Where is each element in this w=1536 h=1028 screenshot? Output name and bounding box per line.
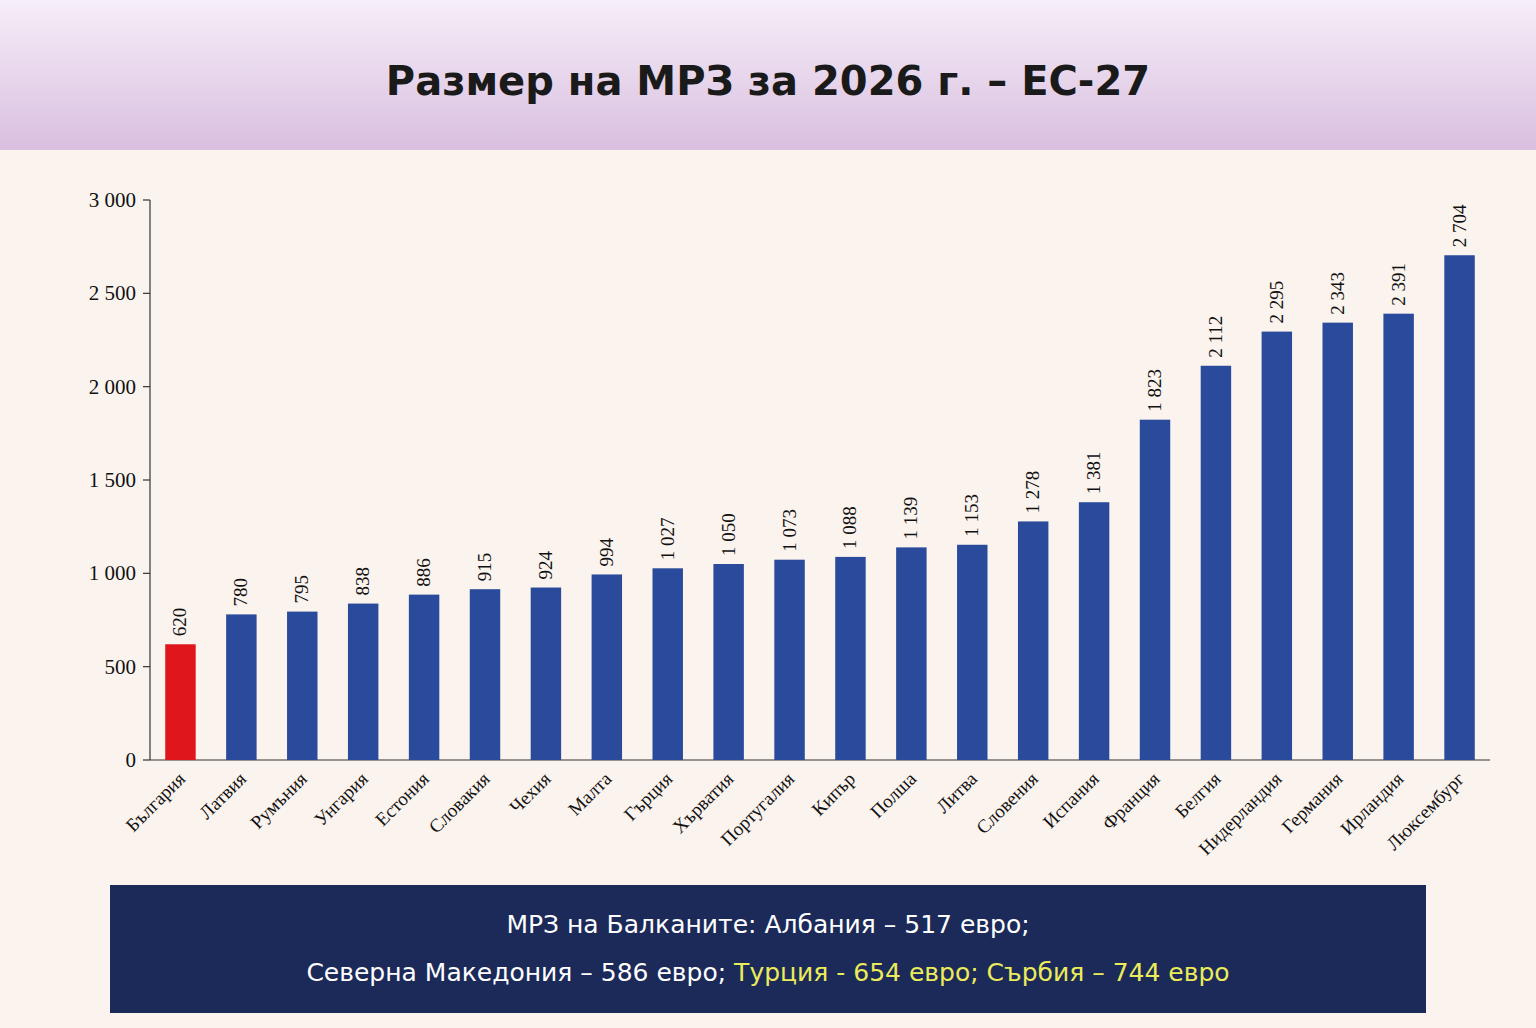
y-tick-label: 2 500 — [89, 281, 136, 305]
bar — [1383, 314, 1413, 760]
data-label: 1 073 — [779, 509, 800, 552]
category-label: Люксембург — [1382, 768, 1468, 854]
note-text: Северна Македония – 586 евро; — [306, 958, 734, 987]
category-label: Франция — [1098, 768, 1164, 834]
bar — [470, 589, 500, 760]
category-label: Полша — [866, 768, 921, 823]
bar — [1444, 255, 1474, 760]
category-label: Кипър — [807, 768, 859, 820]
data-label: 1 153 — [961, 494, 982, 537]
category-label: Румъния — [246, 768, 311, 833]
data-label: 924 — [535, 551, 556, 580]
data-label: 915 — [474, 553, 495, 582]
bar — [653, 568, 683, 760]
category-label: Белгия — [1171, 768, 1225, 822]
data-label: 886 — [413, 558, 434, 587]
title-band — [0, 0, 1536, 150]
y-tick-label: 500 — [105, 655, 137, 679]
bar — [287, 612, 317, 760]
category-label: Чехия — [505, 768, 555, 818]
category-label: Гърция — [620, 768, 677, 825]
category-label: Естония — [371, 768, 433, 830]
bar — [531, 588, 561, 760]
note-line: Северна Македония – 586 евро; Турция - 6… — [306, 958, 1229, 987]
category-label: България — [122, 768, 190, 836]
y-tick-label: 0 — [126, 748, 137, 772]
data-label: 2 704 — [1449, 204, 1470, 247]
category-label: Малта — [564, 768, 616, 820]
bar — [348, 604, 378, 760]
category-label: Нидерландия — [1194, 768, 1285, 859]
y-tick — [143, 293, 150, 294]
y-tick — [143, 479, 150, 480]
data-label: 1 278 — [1022, 471, 1043, 514]
data-label: 620 — [169, 608, 190, 637]
note-text: МРЗ на Балканите: Албания – 517 евро; — [506, 910, 1029, 939]
data-label: 1 381 — [1083, 451, 1104, 494]
note-box — [110, 885, 1426, 1013]
data-label: 2 343 — [1327, 272, 1348, 315]
data-label: 838 — [352, 567, 373, 596]
category-labels: БългарияЛатвияРумънияУнгарияЕстонияСлова… — [122, 768, 1469, 860]
category-label: Португалия — [716, 768, 798, 850]
slide: Размер на МРЗ за 2026 г. – ЕС-27 0 500 1 00… — [0, 0, 1536, 1028]
bar — [1262, 332, 1292, 760]
bars — [165, 255, 1475, 760]
data-label: 1 823 — [1144, 369, 1165, 412]
category-label: Словения — [972, 768, 1042, 838]
data-label: 2 112 — [1205, 316, 1226, 358]
data-label: 994 — [596, 537, 617, 566]
data-label: 2 295 — [1266, 281, 1287, 324]
y-tick — [143, 573, 150, 574]
data-label: 795 — [291, 575, 312, 604]
bar — [835, 557, 865, 760]
data-labels: 620 780 795 838 886 915 924 994 1 027 1 050 1 073 1… — [169, 204, 1469, 636]
category-label: Словакия — [425, 768, 494, 837]
note-line: МРЗ на Балканите: Албания – 517 евро; — [506, 910, 1029, 939]
bar — [896, 547, 926, 760]
bar — [592, 574, 622, 760]
data-label: 1 050 — [718, 513, 739, 556]
bar — [1018, 521, 1048, 760]
category-label: Испания — [1039, 768, 1103, 832]
bar — [409, 595, 439, 760]
bar — [713, 564, 743, 760]
y-tick-label: 1 000 — [89, 561, 136, 585]
bar — [957, 545, 987, 760]
note-text: Турция - 654 евро; Сърбия – 744 евро — [733, 958, 1230, 987]
bar — [1140, 420, 1170, 760]
data-label: 2 391 — [1388, 263, 1409, 306]
y-tick-label: 2 000 — [89, 375, 136, 399]
data-label: 1 139 — [900, 497, 921, 540]
bar — [1323, 323, 1353, 760]
category-label: Унгария — [310, 768, 372, 830]
y-tick — [143, 666, 150, 667]
title: Размер на МРЗ за 2026 г. – ЕС-27 — [386, 58, 1150, 104]
background — [0, 0, 1536, 1028]
data-label: 1 088 — [839, 506, 860, 549]
bar — [165, 644, 195, 760]
category-label: Германия — [1278, 768, 1347, 837]
y-tick — [143, 759, 150, 760]
category-label: Латвия — [195, 768, 250, 823]
bar — [1201, 366, 1231, 760]
y-tick-label: 3 000 — [89, 188, 136, 212]
category-label: Литва — [932, 768, 982, 818]
bar — [774, 560, 804, 760]
data-label: 780 — [230, 578, 251, 607]
y-tick-label: 1 500 — [89, 468, 136, 492]
y-tick — [143, 386, 150, 387]
bar — [226, 614, 256, 760]
y-tick — [143, 199, 150, 200]
data-label: 1 027 — [657, 518, 678, 561]
bar — [1079, 502, 1109, 760]
